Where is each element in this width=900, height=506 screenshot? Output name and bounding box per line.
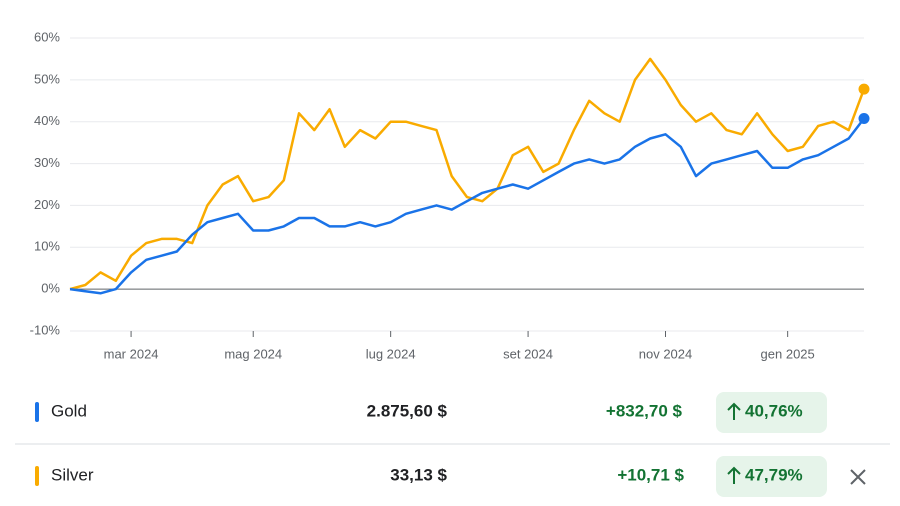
y-tick-label: 50% — [34, 71, 60, 86]
x-tick-label: mag 2024 — [224, 346, 282, 361]
x-tick-label: set 2024 — [503, 346, 553, 361]
remove-button[interactable] — [850, 469, 866, 485]
end-marker — [858, 113, 870, 125]
x-tick-label: mar 2024 — [104, 346, 159, 361]
legend-swatch — [35, 402, 39, 422]
up-arrow-icon — [727, 402, 741, 420]
x-tick-label: gen 2025 — [761, 346, 815, 361]
price: 2.875,60 $ — [367, 401, 448, 420]
change-percent: 40,76% — [745, 401, 803, 420]
y-tick-label: 40% — [34, 113, 60, 128]
x-tick-label: nov 2024 — [639, 346, 693, 361]
legend-label: Gold — [51, 401, 87, 420]
y-tick-label: 0% — [41, 281, 60, 296]
chart: -10% 0% 10% 20% 30% 40% 50% 60% mar 2024 mag 2024… — [30, 29, 870, 361]
y-tick-label: -10% — [30, 322, 61, 337]
x-tick-label: lug 2024 — [366, 346, 416, 361]
price: 33,13 $ — [390, 465, 447, 484]
series-line — [69, 57, 866, 291]
change: +10,71 $ — [617, 465, 684, 484]
change-badge — [716, 392, 827, 433]
series-line — [69, 117, 865, 295]
end-marker — [858, 83, 870, 95]
up-arrow-icon — [727, 466, 741, 484]
legend-swatch — [35, 466, 39, 486]
y-tick-label: 60% — [34, 29, 60, 44]
y-tick-label: 20% — [34, 197, 60, 212]
y-tick-label: 30% — [34, 155, 60, 170]
change-percent: 47,79% — [745, 465, 803, 484]
legend-label: Silver — [51, 465, 94, 484]
change-badge — [716, 456, 827, 497]
y-tick-label: 10% — [34, 239, 60, 254]
change: +832,70 $ — [606, 401, 683, 420]
